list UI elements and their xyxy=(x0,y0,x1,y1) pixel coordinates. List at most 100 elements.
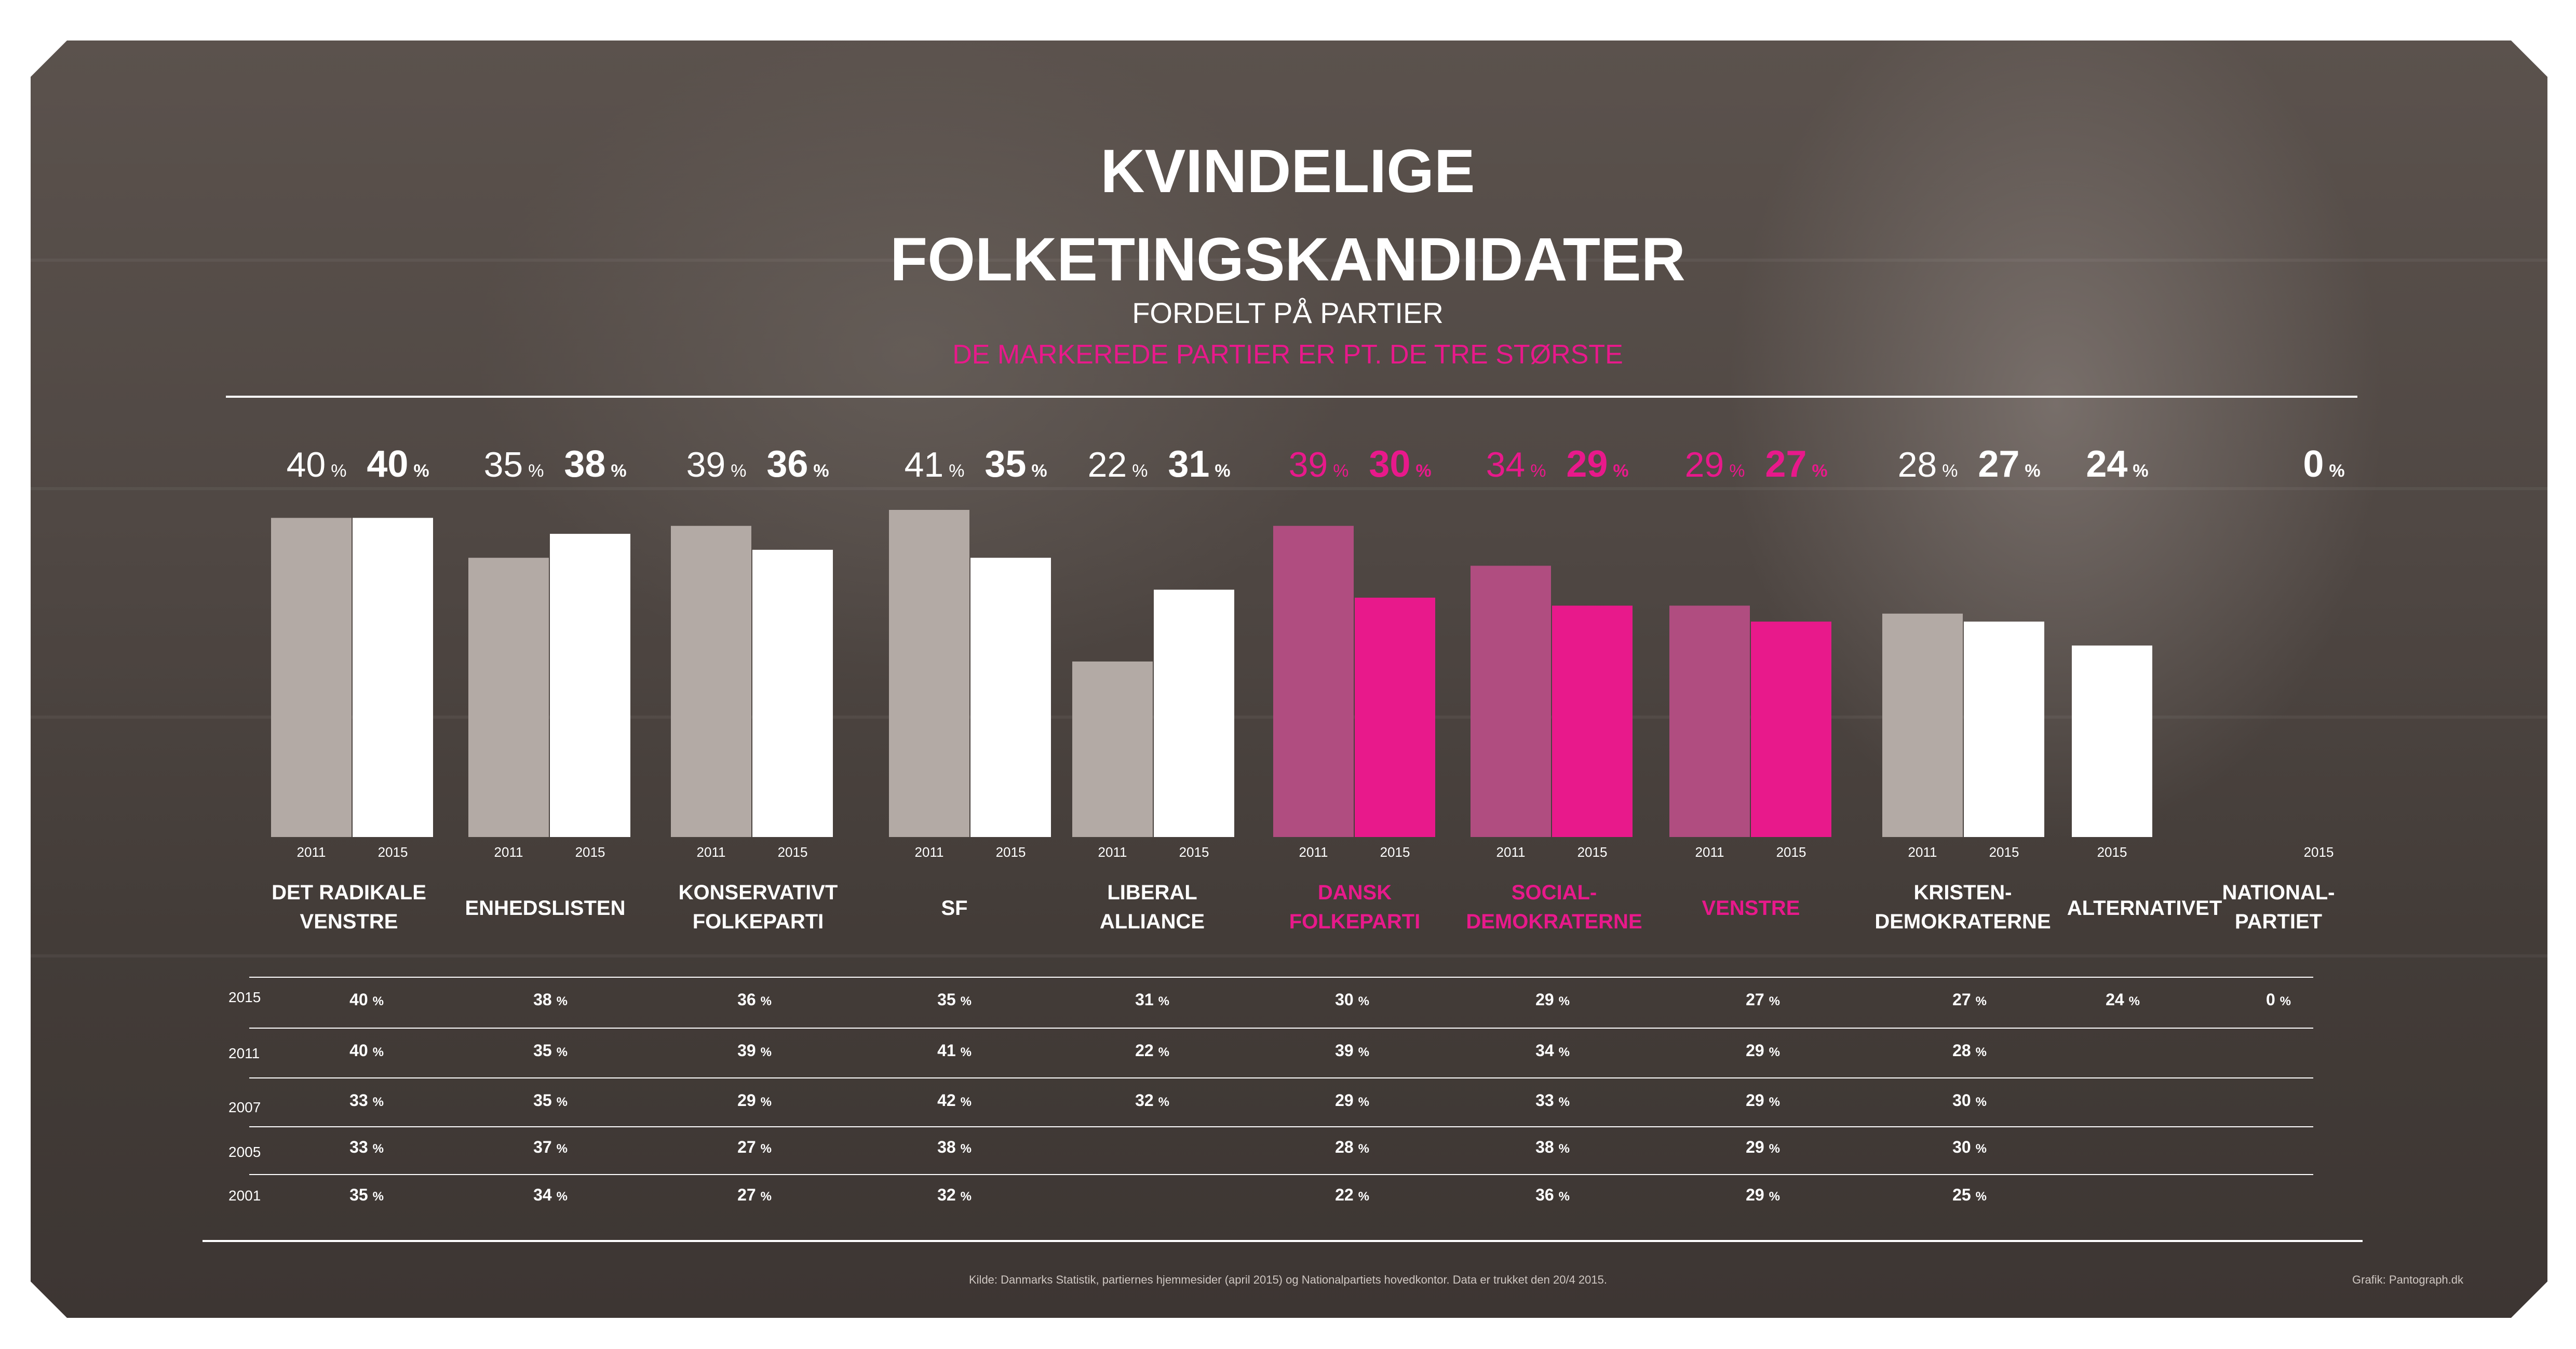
category-label: SOCIAL- xyxy=(1512,881,1597,904)
table-cell: 33 % xyxy=(349,1138,384,1156)
value-label-2015: 30% xyxy=(1369,443,1431,485)
value-label-2015: 40% xyxy=(367,443,429,485)
category-label: VENSTRE xyxy=(300,910,398,933)
category-label: KRISTEN- xyxy=(1914,881,2012,904)
category-label: KONSERVATIVT xyxy=(679,881,838,904)
table-cell: 30 % xyxy=(1952,1138,1987,1156)
bar-year-label: 2015 xyxy=(1380,844,1410,860)
category-label: NATIONAL- xyxy=(2222,881,2335,904)
value-label-2015: 36% xyxy=(766,443,829,485)
credit: Grafik: Pantograph.dk xyxy=(2352,1273,2464,1286)
chart-title-line-1: KVINDELIGE xyxy=(1100,137,1475,206)
category-label: SF xyxy=(941,897,967,920)
bar-year-label: 2015 xyxy=(996,844,1026,860)
bar-year-label: 2011 xyxy=(1908,844,1937,860)
bar-year-label: 2011 xyxy=(1695,844,1724,860)
value-label-2011: 34% xyxy=(1486,445,1546,484)
table-row-year: 2001 xyxy=(228,1188,261,1204)
table-cell: 30 % xyxy=(1952,1091,1987,1110)
chart-title-line-2: FOLKETINGSKANDIDATER xyxy=(890,225,1685,294)
table-cell: 35 % xyxy=(533,1091,568,1110)
value-label-2015: 35% xyxy=(984,443,1047,485)
bar-year-label: 2015 xyxy=(2304,844,2334,860)
table-cell: 25 % xyxy=(1952,1185,1987,1204)
table-cell: 40 % xyxy=(349,1041,384,1060)
table-cell: 36 % xyxy=(1535,1185,1570,1204)
category-label: DANSK xyxy=(1318,881,1392,904)
table-cell: 36 % xyxy=(737,990,772,1009)
value-label-2011: 29% xyxy=(1685,445,1745,484)
bar-2015 xyxy=(550,534,630,837)
table-cell: 29 % xyxy=(1746,1041,1780,1060)
table-cell: 29 % xyxy=(1335,1091,1369,1110)
table-cell: 28 % xyxy=(1952,1041,1987,1060)
table-cell: 27 % xyxy=(1746,990,1780,1009)
table-cell: 27 % xyxy=(1952,990,1987,1009)
value-label-2011: 40% xyxy=(287,445,347,484)
bar-group: 2011 40 % 2015 40 % DET RADIKALE VENSTRE 2011 35%… xyxy=(271,443,2345,933)
bar-year-label: 2015 xyxy=(1179,844,1209,860)
category-label: FOLKEPARTI xyxy=(1289,910,1421,933)
bar-year-label: 2015 xyxy=(778,844,808,860)
bar-year-label: 2011 xyxy=(494,844,523,860)
table-cell: 30 % xyxy=(1335,990,1369,1009)
table-cell: 40 % xyxy=(349,990,384,1009)
table-cell: 29 % xyxy=(1746,1138,1780,1156)
category-label: VENSTRE xyxy=(1702,897,1800,920)
bar-2011 xyxy=(468,558,549,837)
table-cell: 22 % xyxy=(1135,1041,1169,1060)
table-cell: 32 % xyxy=(937,1185,972,1204)
history-table: 2015 40 % 38 % 36 % 35 % 31 % 30 % 29 % 27 % 27 %… xyxy=(228,977,2313,1204)
value-label-2011: 39% xyxy=(686,445,747,484)
value-label-2011: 22% xyxy=(1088,445,1148,484)
table-cell: 42 % xyxy=(937,1091,972,1110)
bar-2011 xyxy=(1471,565,1551,837)
bar-year-label: 2011 xyxy=(697,844,726,860)
value-label-2011: 41% xyxy=(905,445,965,484)
bar-year-label: 2011 xyxy=(915,844,944,860)
bar-2011 xyxy=(671,525,751,837)
bar-2015 xyxy=(970,558,1051,837)
bar-year-label: 2015 xyxy=(2097,844,2127,860)
bar-2011 xyxy=(1273,525,1354,837)
category-label: LIBERAL xyxy=(1107,881,1197,904)
background-stripe xyxy=(31,954,2547,957)
value-label-2015: 38% xyxy=(564,443,626,485)
bar-year-label: 2011 xyxy=(297,844,326,860)
bar-2011 xyxy=(1882,613,1963,837)
bar-2011 xyxy=(1669,605,1750,837)
value-label-2015: 24% xyxy=(2086,443,2148,485)
category-label: FOLKEPARTI xyxy=(693,910,824,933)
bar-2015 xyxy=(2072,645,2152,837)
table-cell: 39 % xyxy=(737,1041,772,1060)
table-cell: 38 % xyxy=(1535,1138,1570,1156)
category-label: DET RADIKALE xyxy=(272,881,426,904)
chart-note: DE MARKEREDE PARTIER ER PT. DE TRE STØRS… xyxy=(952,340,1623,370)
table-cell: 29 % xyxy=(1746,1185,1780,1204)
bar-2011 xyxy=(271,518,352,837)
table-cell: 33 % xyxy=(349,1091,384,1110)
table-row-year: 2015 xyxy=(228,989,261,1005)
background-stripe xyxy=(31,487,2547,490)
bar-2015 xyxy=(1751,622,1831,837)
table-cell: 29 % xyxy=(737,1091,772,1110)
value-label-2011: 28% xyxy=(1898,445,1958,484)
bar-2015 xyxy=(752,549,833,837)
bar-year-label: 2015 xyxy=(1776,844,1806,860)
table-cell: 38 % xyxy=(937,1138,972,1156)
table-cell: 0 % xyxy=(2266,990,2291,1009)
table-cell: 28 % xyxy=(1335,1138,1369,1156)
bar-2011 xyxy=(1072,661,1153,837)
bar-year-label: 2011 xyxy=(1496,844,1526,860)
bar-2015 xyxy=(353,518,433,837)
bar-2015 xyxy=(1355,598,1435,837)
table-cell: 27 % xyxy=(737,1138,772,1156)
chart-subtitle: FORDELT PÅ PARTIER xyxy=(1132,296,1444,329)
bar-year-label: 2011 xyxy=(1299,844,1328,860)
value-label-2015: 31% xyxy=(1168,443,1230,485)
table-cell: 32 % xyxy=(1135,1091,1169,1110)
bar-year-label: 2015 xyxy=(1989,844,2019,860)
bar-year-label: 2015 xyxy=(1577,844,1608,860)
value-label-2015: 29% xyxy=(1566,443,1628,485)
category-label: DEMOKRATERNE xyxy=(1874,910,2051,933)
